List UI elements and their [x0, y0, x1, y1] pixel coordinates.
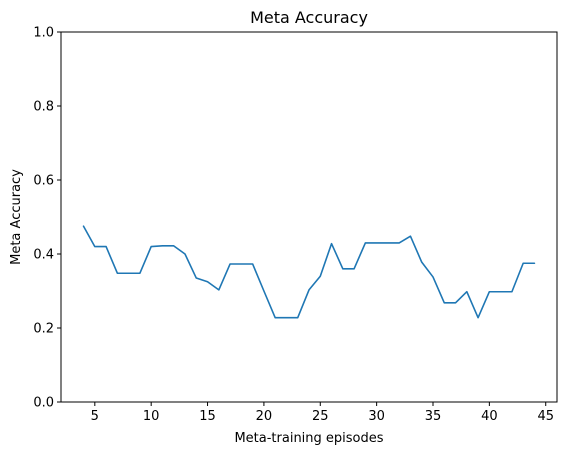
y-tick-label: 0.6	[33, 174, 54, 189]
x-tick-label: 25	[312, 409, 329, 424]
x-tick-label: 20	[256, 409, 273, 424]
x-tick-label: 35	[425, 409, 442, 424]
x-tick-label: 15	[199, 409, 216, 424]
x-tick-label: 40	[481, 409, 498, 424]
plot-frame	[60, 31, 558, 403]
y-tick-label: 1.0	[33, 26, 54, 41]
x-tick-label: 5	[91, 409, 99, 424]
y-tick-label: 0.2	[33, 322, 54, 337]
y-tick-label: 0.0	[33, 396, 54, 411]
series-layer	[82, 225, 536, 319]
axis-ticks: 5 10 15 20 25 30 35 40 45 0.0 0.2 0.4 0.6 0.8 1.0	[33, 26, 554, 425]
x-tick-label: 45	[537, 409, 554, 424]
series-line	[82, 225, 536, 319]
x-tick-label: 30	[368, 409, 385, 424]
y-axis-title: Meta Accuracy	[9, 169, 24, 265]
chart-title: Meta Accuracy	[250, 8, 368, 27]
x-axis-title: Meta-training episodes	[234, 431, 383, 446]
y-tick-label: 0.8	[33, 100, 54, 115]
y-tick-label: 0.4	[33, 248, 54, 263]
x-tick-label: 10	[143, 409, 160, 424]
